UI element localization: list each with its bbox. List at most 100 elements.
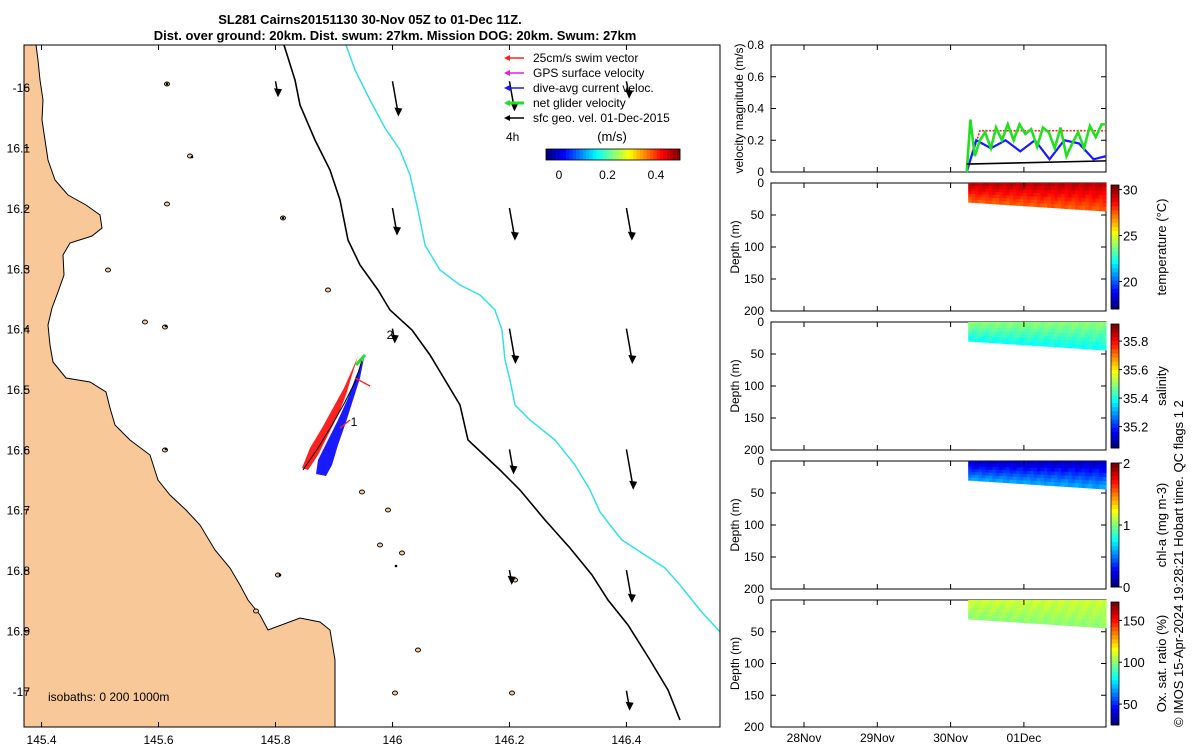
depth-data-cell [1026, 335, 1031, 339]
depth-data-cell [1061, 479, 1066, 484]
depth-data-cell [975, 613, 980, 618]
depth-data-cell [992, 327, 997, 332]
depth-data-cell [999, 464, 1004, 468]
depth-data-cell [1054, 336, 1059, 341]
depth-data-cell [1037, 467, 1042, 472]
depth-data-cell [1043, 471, 1049, 476]
depth-data-cell [1006, 331, 1011, 335]
depth-data-cell [1030, 609, 1035, 614]
depth-data-cell [1099, 484, 1104, 490]
depth-data-cell [1030, 186, 1035, 191]
depth-data-cell [1074, 600, 1080, 605]
depth-data-cell [981, 188, 987, 193]
depth-data-cell [1071, 618, 1076, 623]
depth-panel: 0 50 100 150 200 Depth (m) 50 100 150 Ox. sat. ra… [728, 593, 1169, 734]
depth-data-cell [971, 183, 976, 187]
depth-data-cell [995, 602, 1000, 607]
depth-data-cell [1009, 322, 1014, 326]
depth-data-cell [1078, 322, 1083, 327]
depth-data-cell [1026, 616, 1031, 621]
depth-ytick-label: 100 [744, 240, 764, 254]
depth-data-cell [999, 473, 1004, 477]
colorbar-cell [1111, 439, 1119, 445]
depth-ytick-label: 200 [744, 582, 764, 596]
depth-ylabel: Depth (m) [728, 637, 742, 690]
depth-data-cell [1016, 609, 1021, 614]
depth-data-cell [988, 611, 993, 616]
depth-data-cell [1071, 611, 1076, 616]
depth-data-cell [1016, 183, 1021, 187]
depth-data-cell [1043, 474, 1049, 479]
depth-data-cell [978, 469, 983, 473]
depth-data-cell [1026, 328, 1031, 333]
depth-data-cell [1019, 331, 1024, 336]
depth-data-cell [1023, 183, 1028, 187]
depth-data-cell [1099, 198, 1104, 204]
colorbar-cell [1111, 508, 1119, 514]
depth-data-cell [1012, 479, 1018, 484]
depth-data-cell [988, 336, 993, 341]
depth-data-cell [1019, 328, 1024, 333]
legend-cbar-cell [606, 149, 610, 160]
depth-data-cell [978, 608, 983, 612]
depth-data-cell [1099, 476, 1104, 482]
depth-data-cell [988, 197, 993, 202]
depth-data-cell [1047, 325, 1052, 330]
depth-data-cell [1095, 480, 1100, 486]
depth-data-cell [1037, 328, 1042, 333]
depth-data-cell [1095, 607, 1100, 613]
depth-data-cell [971, 477, 976, 481]
depth-data-cell [1006, 334, 1011, 338]
depth-data-cell [1047, 189, 1052, 194]
depth-data-cell [1102, 468, 1107, 474]
legend-cbar-cell [643, 149, 647, 160]
colorbar-cell [1111, 610, 1119, 615]
depth-data-cell [1047, 193, 1052, 198]
depth-data-cell [1009, 186, 1014, 190]
depth-data-cell [985, 197, 990, 201]
depth-data-cell [988, 466, 993, 471]
depth-data-cell [1095, 206, 1100, 211]
colorbar-cell [1111, 292, 1119, 298]
depth-data-cell [981, 333, 987, 337]
depth-data-cell [1030, 480, 1035, 485]
depth-data-cell [971, 338, 976, 342]
depth-data-cell [978, 472, 983, 476]
depth-data-cell [1016, 328, 1021, 333]
reef-island [359, 489, 365, 495]
time-tick-label: 01Dec [1007, 731, 1042, 745]
colorbar-cell [1111, 300, 1119, 306]
depth-data-cell [981, 324, 987, 329]
depth-data-cell [968, 332, 973, 337]
depth-data-cell [1002, 600, 1007, 604]
reef-island [415, 647, 421, 653]
depth-data-cell [975, 602, 980, 607]
depth-data-cell [1099, 480, 1104, 486]
depth-data-cell [1019, 195, 1024, 200]
depth-data-cell [978, 614, 983, 618]
depth-data-cell [1095, 600, 1100, 605]
depth-data-cell [981, 475, 987, 479]
depth-data-cell [995, 185, 1000, 190]
depth-data-cell [1057, 197, 1062, 202]
depth-data-cell [1006, 340, 1011, 345]
depth-data-cell [1023, 192, 1028, 197]
legend-cbar-cell [666, 149, 671, 160]
depth-data-cell [1023, 470, 1028, 475]
depth-data-cell [1023, 338, 1028, 343]
depth-data-cell [1074, 475, 1080, 481]
depth-data-cell [978, 197, 983, 201]
colorbar-cell [1111, 700, 1119, 705]
depth-data-cell [1071, 344, 1076, 349]
depth-data-cell [1040, 600, 1045, 604]
depth-data-cell [1047, 613, 1052, 618]
colorbar-tick-label: 2 [1123, 456, 1130, 471]
depth-data-cell [981, 463, 987, 468]
depth-data-cell [1006, 186, 1011, 190]
depth-data-cell [1040, 200, 1045, 204]
depth-data-cell [1099, 472, 1104, 478]
depth-data-cell [985, 333, 990, 338]
depth-data-cell [1085, 194, 1090, 199]
legend-cbar-cell [623, 149, 627, 160]
